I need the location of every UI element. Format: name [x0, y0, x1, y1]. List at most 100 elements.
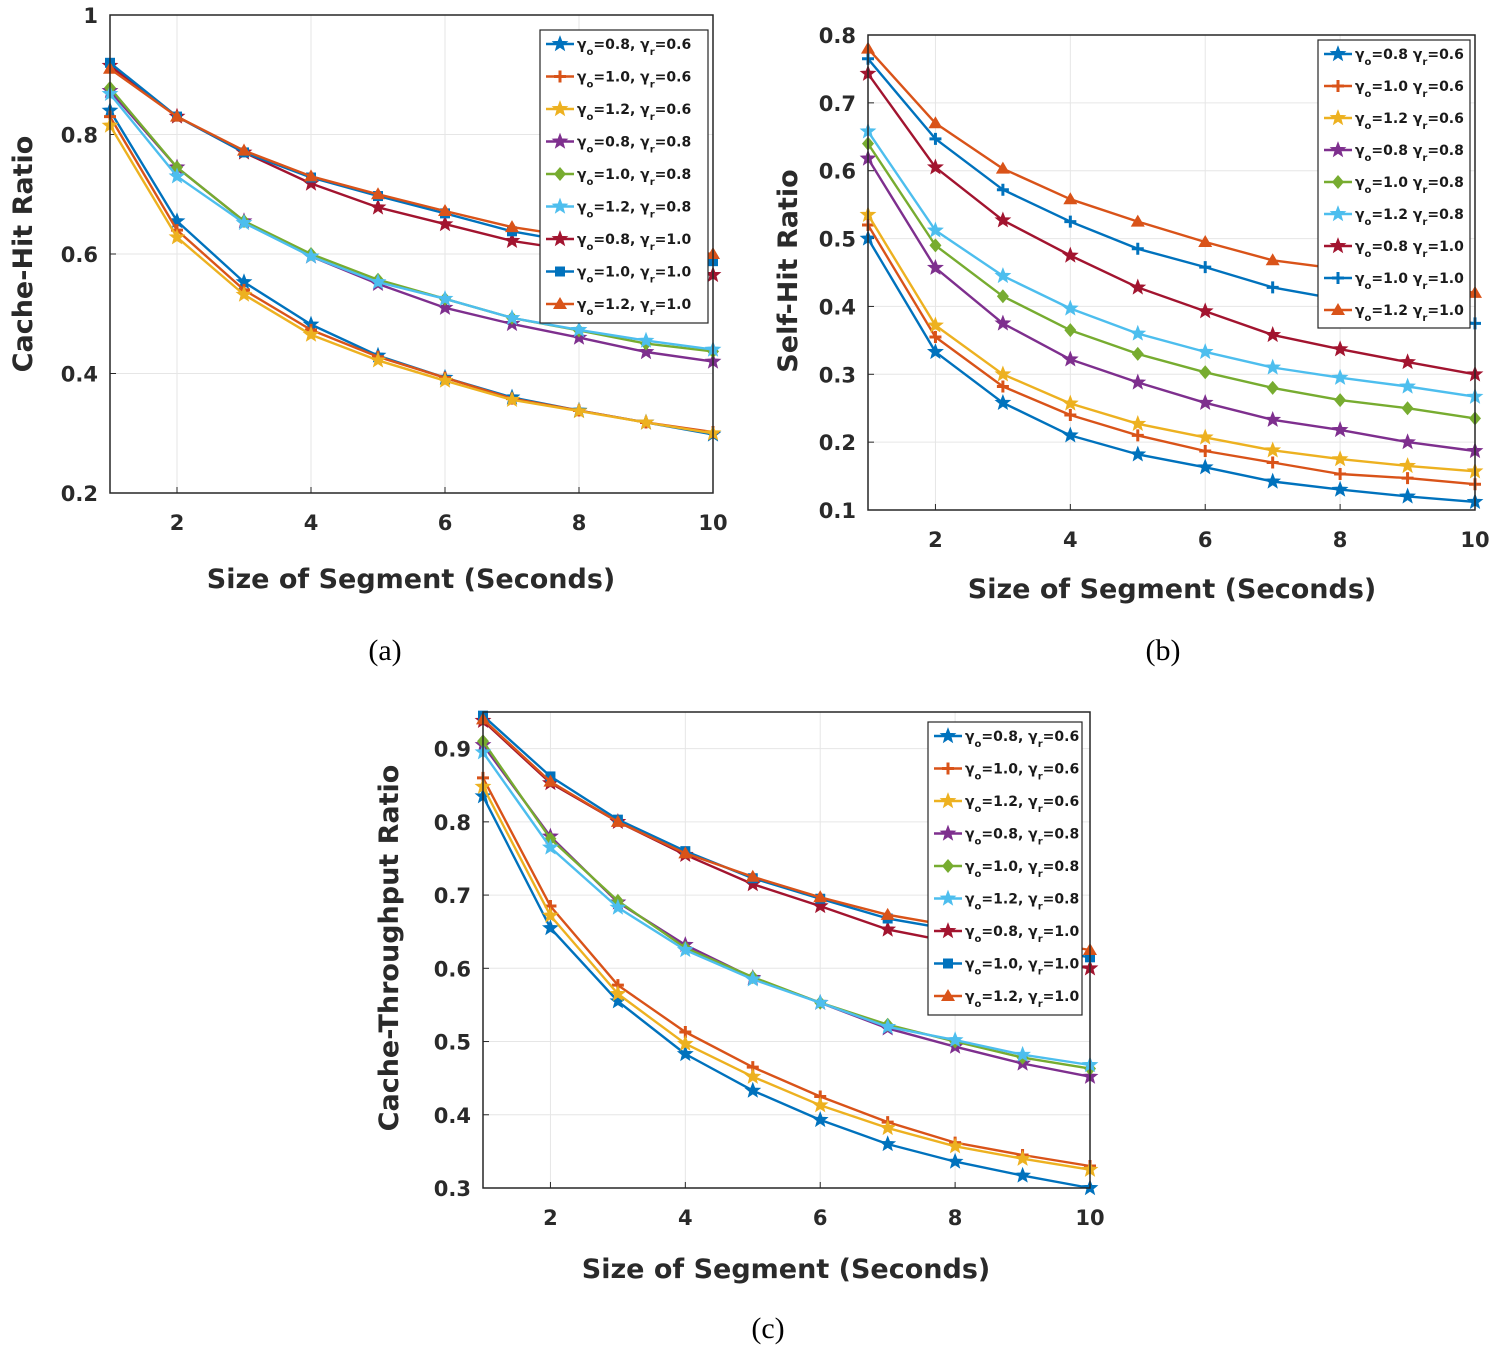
legend-label: γo=0.8 γr=0.8	[1355, 143, 1464, 164]
data-point	[879, 1135, 897, 1152]
x-tick-label: 2	[543, 1206, 558, 1230]
data-point	[541, 906, 559, 923]
legend-item: γo=1.2 γr=0.8	[1324, 205, 1464, 228]
legend-item: γo=1.0, γr=0.6	[546, 70, 691, 91]
data-point	[744, 970, 762, 987]
legend-item: γo=0.8 γr=0.6	[1324, 45, 1464, 68]
x-tick-label: 4	[304, 511, 319, 535]
y-tick-label: 0.5	[819, 228, 856, 252]
legend-item: γo=1.2, γr=1.0	[546, 297, 691, 318]
data-point	[1264, 326, 1282, 343]
data-point	[503, 309, 521, 326]
legend-label: γo=1.0, γr=0.8	[577, 167, 691, 188]
data-point	[996, 289, 1009, 304]
data-point	[1014, 1166, 1032, 1183]
data-point	[1399, 433, 1417, 450]
legend-label: γo=1.2, γr=0.8	[965, 892, 1079, 913]
data-point	[436, 371, 454, 388]
data-point	[1196, 393, 1214, 410]
data-point	[503, 390, 521, 407]
legend-label: γo=0.8, γr=0.8	[965, 827, 1079, 848]
data-point	[1131, 242, 1144, 255]
data-point	[1014, 1149, 1032, 1166]
data-point	[676, 1034, 694, 1051]
series-line	[866, 237, 1476, 504]
data-point	[1266, 380, 1279, 395]
y-tick-label: 1	[83, 4, 98, 28]
y-tick-label: 0.6	[434, 957, 471, 981]
data-point	[946, 1137, 964, 1154]
x-tick-label: 6	[813, 1206, 828, 1230]
data-point	[811, 993, 829, 1010]
legend-label: γo=0.8 γr=1.0	[1355, 239, 1464, 260]
legend-item: γo=1.0, γr=1.0	[934, 957, 1079, 977]
data-point	[1196, 302, 1214, 319]
legend-label: γo=0.8 γr=0.6	[1355, 47, 1464, 68]
legend-marker	[1329, 141, 1347, 158]
data-point	[678, 846, 693, 859]
legend-marker	[1332, 80, 1344, 92]
data-point	[926, 343, 944, 360]
data-point	[438, 203, 452, 216]
data-point	[1334, 393, 1347, 408]
legend-item: γo=1.2, γr=0.6	[546, 100, 691, 123]
legend-label: γo=0.8, γr=0.8	[577, 135, 691, 156]
x-tick-label: 6	[438, 511, 453, 535]
data-point	[436, 289, 454, 306]
data-point	[369, 351, 387, 368]
legend-item: γo=0.8, γr=0.8	[934, 824, 1079, 848]
data-point	[1399, 377, 1416, 394]
data-point	[1131, 346, 1144, 361]
data-point	[1064, 323, 1077, 338]
legend-marker	[1329, 45, 1347, 62]
legend-marker	[554, 70, 566, 83]
series-line	[867, 130, 1476, 398]
data-point	[543, 774, 558, 787]
series-line	[109, 93, 714, 351]
data-point	[1331, 368, 1349, 385]
legend: γo=0.8, γr=0.6 γo=1.0, γr=0.6 γo=1.2, γr=0…	[927, 721, 1083, 1016]
data-point	[637, 331, 655, 348]
series-1.2-0.8	[474, 743, 1099, 1073]
data-point	[926, 221, 944, 238]
legend-label: γo=1.0, γr=0.6	[577, 70, 691, 91]
data-point	[1334, 468, 1347, 481]
data-point	[1399, 353, 1417, 370]
legend-item: γo=1.2, γr=0.8	[546, 197, 691, 220]
legend-label: γo=1.2, γr=1.0	[965, 989, 1079, 1010]
series-line	[866, 142, 1476, 420]
data-point	[235, 285, 253, 302]
data-point	[994, 314, 1012, 331]
legend-item: γo=1.2, γr=0.8	[934, 889, 1079, 913]
legend-marker	[553, 297, 567, 309]
legend-marker	[1329, 109, 1347, 126]
y-tick-label: 0.9	[434, 738, 471, 762]
legend-label: γo=1.2 γr=1.0	[1355, 303, 1464, 324]
legend-label: γo=0.8, γr=1.0	[577, 232, 691, 253]
data-point	[880, 907, 895, 920]
legend-label: γo=1.0 γr=0.8	[1355, 175, 1464, 196]
data-point	[928, 116, 943, 129]
legend-label: γo=1.0, γr=1.0	[577, 265, 691, 286]
data-point	[1014, 1045, 1032, 1062]
data-point	[929, 330, 942, 343]
x-axis-label: Size of Segment (Seconds)	[207, 564, 616, 595]
y-tick-label: 0.6	[819, 160, 856, 184]
data-point	[926, 258, 944, 275]
data-point	[1061, 246, 1079, 263]
x-tick-label: 8	[948, 1206, 963, 1230]
legend-item: γo=1.2 γr=1.0	[1324, 303, 1464, 324]
data-point	[1199, 444, 1212, 457]
x-tick-label: 8	[572, 511, 587, 535]
data-point	[237, 143, 251, 156]
y-tick-label: 0.2	[61, 482, 98, 506]
data-point	[1196, 343, 1214, 360]
data-point	[1130, 214, 1145, 227]
data-point	[1129, 373, 1147, 390]
legend-label: γo=1.2, γr=0.6	[965, 794, 1079, 815]
series-line	[108, 124, 714, 435]
legend-item: γo=1.0, γr=0.8	[934, 859, 1079, 880]
data-point	[1265, 253, 1280, 266]
x-tick-label: 2	[170, 511, 185, 535]
data-point	[926, 316, 944, 333]
